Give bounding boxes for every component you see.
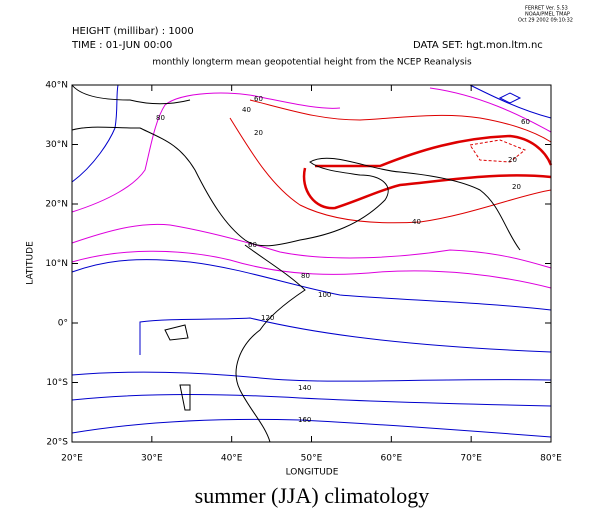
contour-label: 40 (242, 106, 251, 114)
y-axis-label: LATITUDE (26, 241, 36, 285)
contour-label: 20 (512, 183, 521, 191)
stamp: NOAA/PMEL TMAP (525, 12, 570, 18)
contour-label: 60 (254, 95, 263, 103)
plot-title: monthly longterm mean geopotential heigh… (152, 58, 472, 68)
contour-labels: 60 80 40 20 60 20 20 40 60 80 100 120 14… (156, 95, 530, 424)
y-tick-label: 0° (58, 319, 68, 329)
contour-label: 20 (254, 129, 263, 137)
contour-label: 20 (508, 156, 517, 164)
y-tick-label: 10°N (45, 259, 68, 269)
x-tick-label: 50°E (301, 454, 323, 464)
time: TIME : 01-JUN 00:00 (71, 40, 172, 51)
y-tick-label: 30°N (45, 140, 68, 150)
contour-label: 120 (261, 314, 274, 322)
x-tick-label: 80°E (540, 454, 562, 464)
contour-label: 80 (156, 114, 165, 122)
x-tick-label: 70°E (460, 454, 482, 464)
variable: HEIGHT (millibar) : 1000 (72, 26, 194, 37)
stamp: FERRET Ver. 5.53 (525, 6, 568, 12)
contour-label: 60 (248, 241, 257, 249)
y-tick-label: 10°S (46, 378, 68, 388)
y-tick-label: 20°S (46, 438, 68, 448)
dataset: DATA SET: hgt.mon.ltm.nc (413, 40, 543, 51)
contour-label: 100 (318, 291, 331, 299)
axis-ticks: 20°E 30°E 40°E 50°E 60°E 70°E 80°E 40°N 30°N 20°N… (45, 81, 562, 464)
x-tick-label: 30°E (141, 454, 163, 464)
stamp: Oct 29 2002 09:10:32 (518, 18, 573, 24)
contour-label: 80 (301, 272, 310, 280)
y-tick-label: 40°N (45, 81, 68, 91)
x-tick-label: 20°E (61, 454, 83, 464)
x-axis-label: LONGITUDE (286, 468, 339, 478)
y-tick-label: 20°N (45, 200, 68, 210)
contour-label: 40 (412, 218, 421, 226)
caption: summer (JJA) climatology (195, 483, 430, 508)
contours (71, 84, 553, 443)
x-tick-label: 40°E (221, 454, 243, 464)
x-tick-label: 60°E (381, 454, 403, 464)
contour-label: 60 (521, 118, 530, 126)
contour-label: 140 (298, 384, 311, 392)
contour-label: 160 (298, 416, 311, 424)
